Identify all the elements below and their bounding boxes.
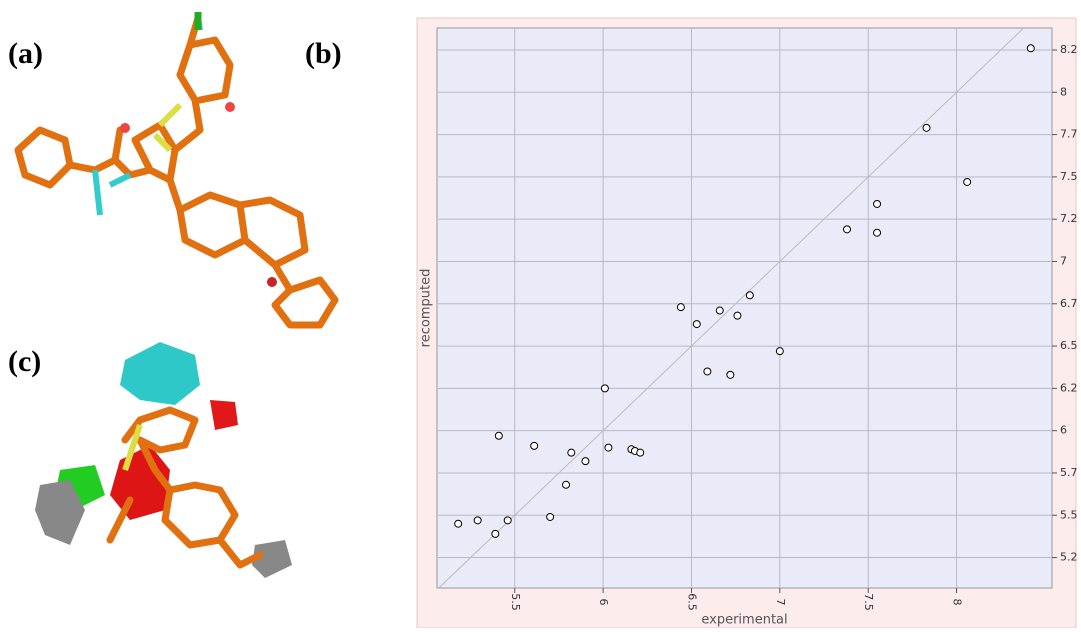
point [492,530,499,537]
point [531,442,538,449]
point [727,371,734,378]
y-tick-label: 6 [1060,424,1067,437]
point [776,348,783,355]
y-axis-label: recomputed [419,269,434,348]
point [746,292,753,299]
molecule-a [18,12,335,325]
panel-label: (b) [305,37,342,70]
y-tick-label: 6.7 [1060,297,1078,310]
point [677,304,684,311]
x-tick-label: 5.5 [509,593,522,611]
y-tick-label: 7.2 [1060,212,1078,225]
y-tick-label: 7.5 [1060,170,1078,183]
point [605,444,612,451]
y-tick-label: 8 [1060,85,1067,98]
point [637,449,644,456]
point [693,321,700,328]
plot-area [437,28,1052,588]
panel-label: (a) [8,37,43,70]
y-tick-label: 5.5 [1060,508,1078,521]
point [1027,45,1034,52]
y-tick-label: 6.2 [1060,381,1078,394]
point [504,517,511,524]
x-tick-label: 6.5 [685,593,698,611]
point [582,458,589,465]
x-axis-label: experimental [701,613,787,628]
y-tick-label: 7.7 [1060,128,1078,141]
point [455,520,462,527]
point [874,200,881,207]
molecule-c [35,342,292,578]
y-tick-label: 8.2 [1060,43,1078,56]
x-tick-label: 6 [597,599,610,606]
panel-label: (c) [8,345,41,378]
y-tick-label: 5.7 [1060,466,1078,479]
point [563,481,570,488]
point [568,449,575,456]
x-tick-label: 7.5 [862,593,875,611]
point [716,307,723,314]
point [601,385,608,392]
x-tick-label: 8 [951,599,964,606]
y-tick-label: 6.5 [1060,339,1078,352]
y-tick-label: 7 [1060,254,1067,267]
point [474,517,481,524]
point [964,178,971,185]
point [844,226,851,233]
point [923,124,930,131]
point [495,432,502,439]
x-tick-label: 7 [774,599,787,606]
point [704,368,711,375]
figure: (a) (b) (c) 5.2 5.5 5.7 6 6.2 6.5 6.7 7 7.2 7.5 7.… [0,0,1081,628]
point [874,229,881,236]
y-tick-label: 5.2 [1060,551,1078,564]
point [734,312,741,319]
point [547,513,554,520]
